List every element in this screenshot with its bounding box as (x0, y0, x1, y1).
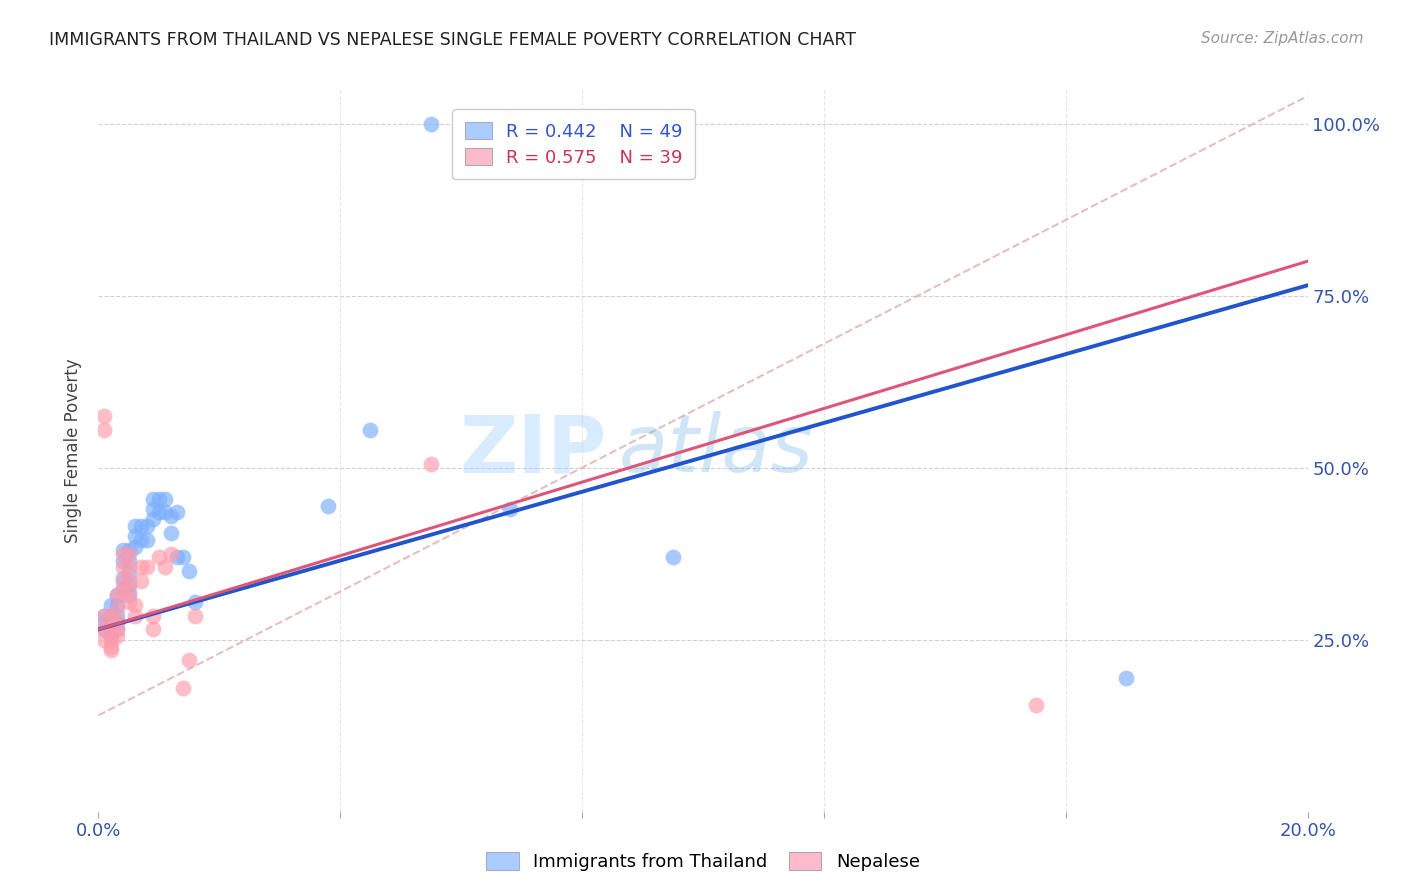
Point (118, 584, 141, 599)
Point (118, 595, 141, 609)
Point (172, 681, 194, 695)
Point (124, 599, 146, 613)
Point (111, 547, 134, 561)
Point (118, 560, 141, 574)
Point (160, 547, 183, 561)
Point (135, 560, 157, 574)
Point (105, 623, 128, 637)
Point (129, 533, 152, 547)
Point (360, 423, 382, 437)
Point (93, 632, 115, 647)
Point (142, 512, 165, 526)
Point (93, 608, 115, 623)
Text: IMMIGRANTS FROM THAILAND VS NEPALESE SINGLE FEMALE POVERTY CORRELATION CHART: IMMIGRANTS FROM THAILAND VS NEPALESE SIN… (49, 31, 856, 49)
Point (100, 643, 122, 657)
Point (100, 632, 122, 647)
Point (105, 629, 128, 643)
Point (111, 574, 134, 589)
Point (124, 608, 146, 623)
Point (172, 550, 194, 565)
Point (124, 529, 146, 543)
Point (105, 599, 128, 613)
Point (111, 553, 134, 567)
Y-axis label: Single Female Poverty: Single Female Poverty (65, 359, 83, 542)
Text: ZIP: ZIP (458, 411, 606, 490)
Point (316, 499, 339, 513)
Point (148, 550, 170, 565)
Point (129, 574, 152, 589)
Point (93, 608, 115, 623)
Point (184, 595, 207, 609)
Point (1024, 698, 1046, 712)
Point (179, 564, 201, 578)
Point (105, 588, 128, 602)
Point (100, 629, 122, 643)
Point (118, 574, 141, 589)
Point (160, 508, 183, 523)
Point (111, 571, 134, 585)
Point (124, 540, 146, 554)
Point (129, 519, 152, 533)
Point (166, 550, 188, 565)
Point (93, 623, 115, 637)
Point (111, 543, 134, 558)
Point (166, 505, 188, 519)
Text: Source: ZipAtlas.com: Source: ZipAtlas.com (1201, 31, 1364, 46)
Point (100, 640, 122, 654)
Legend: R = 0.442    N = 49, R = 0.575    N = 39: R = 0.442 N = 49, R = 0.575 N = 39 (453, 109, 696, 179)
Point (118, 543, 141, 558)
Point (100, 615, 122, 630)
Point (135, 519, 157, 533)
Point (153, 491, 176, 506)
Point (160, 526, 183, 541)
Point (420, 117, 443, 131)
Point (148, 505, 170, 519)
Point (142, 491, 165, 506)
Point (118, 567, 141, 582)
Point (1115, 671, 1137, 685)
Point (129, 560, 152, 574)
Point (124, 519, 146, 533)
Text: atlas: atlas (619, 411, 813, 490)
Point (100, 599, 122, 613)
Point (661, 550, 683, 565)
Point (93, 623, 115, 637)
Point (142, 502, 165, 516)
Legend: Immigrants from Thailand, Nepalese: Immigrants from Thailand, Nepalese (479, 846, 927, 879)
Point (135, 533, 157, 547)
Point (153, 560, 176, 574)
Point (100, 608, 122, 623)
Point (105, 608, 128, 623)
Point (118, 577, 141, 591)
Point (105, 601, 128, 615)
Point (179, 653, 201, 667)
Point (118, 588, 141, 602)
Point (93, 615, 115, 630)
Point (118, 553, 141, 567)
Point (111, 584, 134, 599)
Point (100, 623, 122, 637)
Point (142, 623, 165, 637)
Point (111, 581, 134, 595)
Point (118, 547, 141, 561)
Point (105, 615, 128, 630)
Point (100, 608, 122, 623)
Point (420, 457, 443, 471)
Point (105, 623, 128, 637)
Point (153, 505, 176, 519)
Point (184, 608, 207, 623)
Point (93, 423, 115, 437)
Point (142, 608, 165, 623)
Point (105, 588, 128, 602)
Point (498, 502, 520, 516)
Point (111, 560, 134, 574)
Point (148, 491, 170, 506)
Point (100, 623, 122, 637)
Point (93, 409, 115, 423)
Point (105, 615, 128, 630)
